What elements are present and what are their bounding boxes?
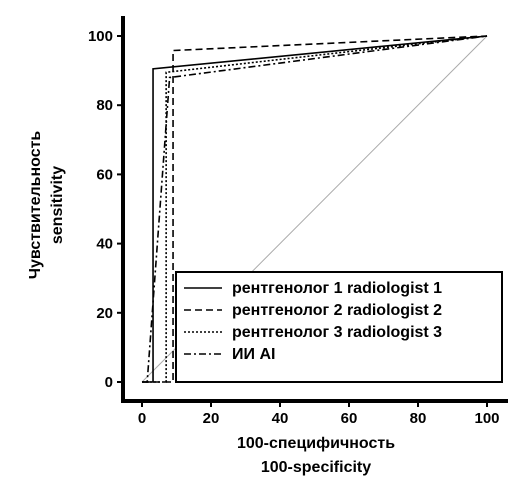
y-tick-label: 80 xyxy=(96,97,113,114)
legend-items: рентгенолог 1 radiologist 1 рентгенолог 2… xyxy=(184,280,442,363)
legend-box xyxy=(175,271,503,383)
legend-label-2: рентгенолог 2 radiologist 2 xyxy=(232,302,442,319)
axes xyxy=(121,16,508,403)
y-tick-label: 60 xyxy=(96,166,113,183)
legend: рентгенолог 1 radiologist 1 рентгенолог 2… xyxy=(175,271,503,383)
x-tick-label: 40 xyxy=(272,410,289,427)
series-line-4 xyxy=(142,35,488,383)
x-axis-title-line-2: 100-specificity xyxy=(261,459,371,476)
y-axis-title-line-1: Чувствительность xyxy=(27,131,44,280)
x-tick-label: 80 xyxy=(410,410,427,427)
series-group xyxy=(142,35,488,383)
x-axis-title-line-1: 100-специфичность xyxy=(237,435,395,452)
y-tick-label: 20 xyxy=(96,305,113,322)
series-line-2 xyxy=(142,35,488,383)
legend-label-4: ИИ AI xyxy=(232,346,275,363)
series-line-3 xyxy=(142,35,488,383)
x-tick-label: 60 xyxy=(341,410,358,427)
y-tick-label: 40 xyxy=(96,236,113,253)
x-ticks: 0 20 40 60 80 100 xyxy=(138,401,500,427)
legend-label-1: рентгенолог 1 radiologist 1 xyxy=(232,280,442,297)
y-ticks: 0 20 40 60 80 100 xyxy=(88,28,123,391)
y-axis-title-line-2: sensitivity xyxy=(49,166,66,244)
x-tick-label: 0 xyxy=(138,410,146,427)
y-tick-label: 0 xyxy=(105,374,113,391)
x-tick-label: 100 xyxy=(474,410,499,427)
legend-label-3: рентгенолог 3 radiologist 3 xyxy=(232,324,442,341)
y-tick-label: 100 xyxy=(88,28,113,45)
x-tick-label: 20 xyxy=(203,410,220,427)
